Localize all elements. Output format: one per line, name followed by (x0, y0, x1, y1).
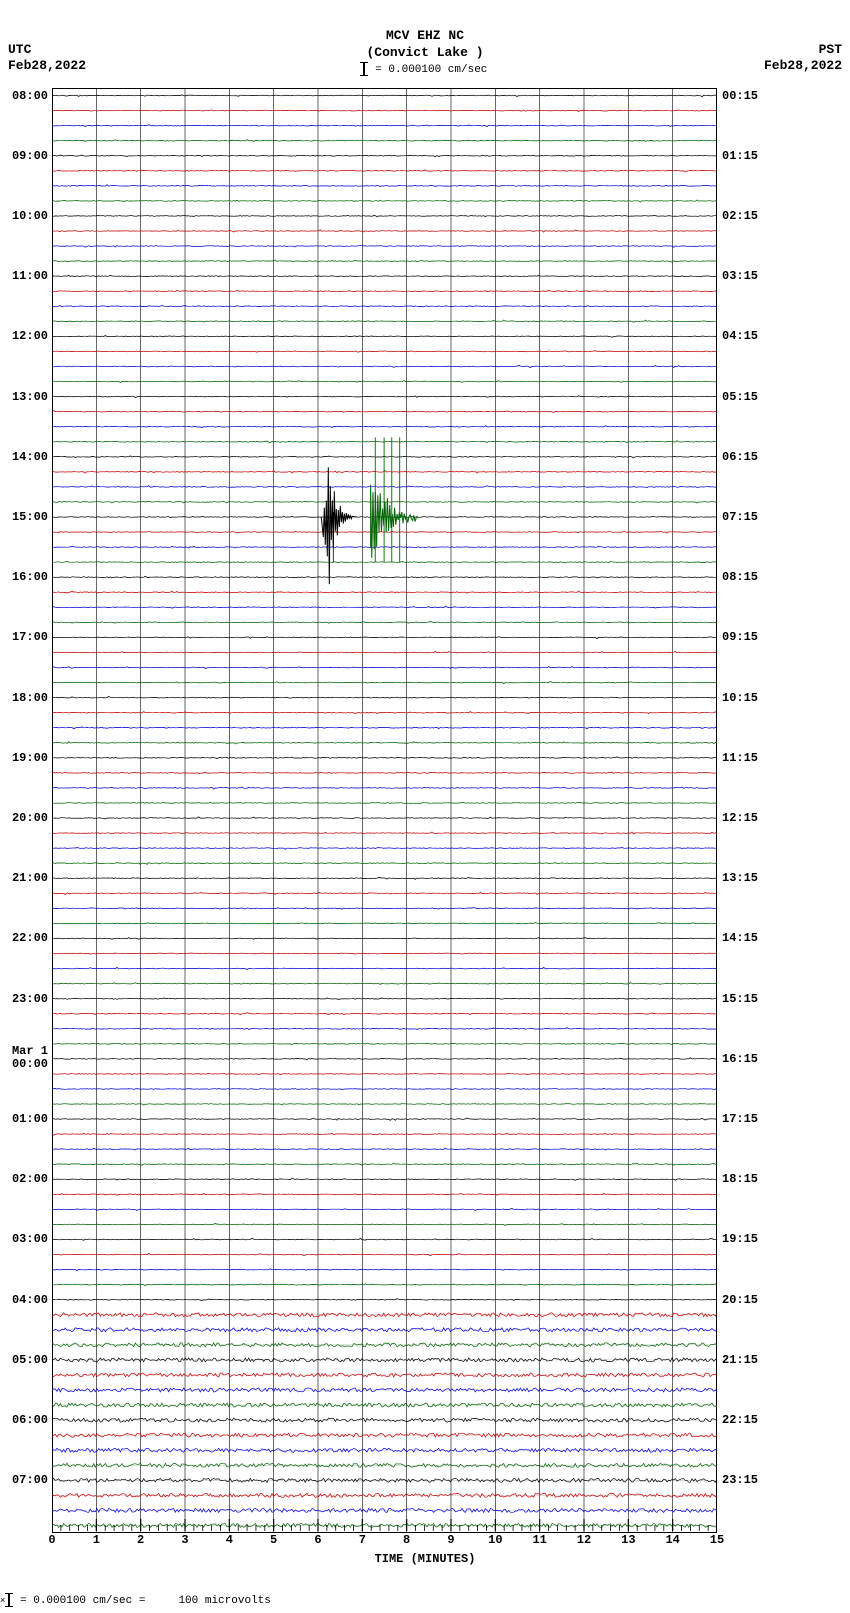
pst-hour-label: 03:15 (722, 269, 758, 283)
x-tick-label: 10 (488, 1533, 502, 1547)
utc-hour-label: 20:00 (12, 811, 48, 825)
utc-hour-label: 07:00 (12, 1473, 48, 1487)
x-tick-label: 2 (137, 1533, 144, 1547)
tz-left-code: UTC (8, 42, 86, 58)
utc-hour-label: 12:00 (12, 329, 48, 343)
x-tick-label: 11 (532, 1533, 546, 1547)
x-tick-label: 8 (403, 1533, 410, 1547)
scale-indicator-bottom: × = 0.000100 cm/sec = 100 microvolts (0, 1593, 271, 1607)
utc-hour-label: 13:00 (12, 390, 48, 404)
pst-hour-label: 00:15 (722, 89, 758, 103)
x-tick-label: 5 (270, 1533, 277, 1547)
utc-hour-label: 05:00 (12, 1353, 48, 1367)
utc-hour-label: 18:00 (12, 691, 48, 705)
utc-hour-label: 23:00 (12, 992, 48, 1006)
utc-hour-label: 16:00 (12, 570, 48, 584)
x-tick-label: 12 (577, 1533, 591, 1547)
pst-hour-label: 22:15 (722, 1413, 758, 1427)
scale-bar-icon (8, 1593, 10, 1607)
pst-hour-label: 12:15 (722, 811, 758, 825)
utc-hour-label: 15:00 (12, 510, 48, 524)
utc-date-rollover: Mar 100:00 (12, 1045, 48, 1071)
x-tick-label: 6 (314, 1533, 321, 1547)
chart-header: MCV EHZ NC (Convict Lake ) (0, 28, 850, 62)
x-axis-ticks: 0123456789101112131415 (52, 1533, 717, 1551)
scale-text: = 0.000100 cm/sec (375, 64, 487, 76)
utc-hour-label: 21:00 (12, 871, 48, 885)
y-axis-right-labels: 00:15 01:15 02:15 03:15 04:15 05:15 06:15 07:15… (720, 88, 780, 1533)
x-tick-label: 0 (48, 1533, 55, 1547)
pst-hour-label: 08:15 (722, 570, 758, 584)
pst-hour-label: 19:15 (722, 1232, 758, 1246)
x-tick-label: 3 (181, 1533, 188, 1547)
utc-hour-label: 04:00 (12, 1293, 48, 1307)
pst-hour-label: 09:15 (722, 630, 758, 644)
x-tick-label: 4 (226, 1533, 233, 1547)
pst-hour-label: 10:15 (722, 691, 758, 705)
pst-hour-label: 13:15 (722, 871, 758, 885)
x-axis-label: TIME (MINUTES) (0, 1552, 850, 1566)
utc-hour-label: 14:00 (12, 450, 48, 464)
x-tick-label: 15 (710, 1533, 724, 1547)
pst-hour-label: 07:15 (722, 510, 758, 524)
utc-hour-label: 08:00 (12, 89, 48, 103)
x-tick-label: 1 (93, 1533, 100, 1547)
tz-right-code: PST (764, 42, 842, 58)
station-location: (Convict Lake ) (0, 45, 850, 62)
pst-hour-label: 15:15 (722, 992, 758, 1006)
footer-scale-right: 100 microvolts (178, 1595, 270, 1607)
x-tick-label: 7 (359, 1533, 366, 1547)
utc-hour-label: 10:00 (12, 209, 48, 223)
y-axis-left-labels: 08:00 09:00 10:00 11:00 12:00 13:00 14:00 15:00… (0, 88, 50, 1533)
scale-bar-icon (363, 62, 365, 76)
utc-hour-label: 22:00 (12, 931, 48, 945)
x-tick-label: 9 (447, 1533, 454, 1547)
pst-hour-label: 14:15 (722, 931, 758, 945)
utc-hour-label: 09:00 (12, 149, 48, 163)
pst-hour-label: 21:15 (722, 1353, 758, 1367)
utc-hour-label: 17:00 (12, 630, 48, 644)
utc-hour-label: 11:00 (12, 269, 48, 283)
pst-hour-label: 06:15 (722, 450, 758, 464)
pst-hour-label: 17:15 (722, 1112, 758, 1126)
utc-hour-label: 19:00 (12, 751, 48, 765)
utc-hour-label: 06:00 (12, 1413, 48, 1427)
pst-hour-label: 16:15 (722, 1052, 758, 1066)
pst-hour-label: 18:15 (722, 1172, 758, 1186)
footer-scale-left: = 0.000100 cm/sec = (20, 1595, 145, 1607)
pst-hour-label: 23:15 (722, 1473, 758, 1487)
utc-hour-label: 02:00 (12, 1172, 48, 1186)
seismogram-chart (52, 88, 717, 1533)
x-tick-label: 13 (621, 1533, 635, 1547)
pst-hour-label: 04:15 (722, 329, 758, 343)
utc-hour-label: 03:00 (12, 1232, 48, 1246)
station-code: MCV EHZ NC (0, 28, 850, 45)
utc-hour-label: 01:00 (12, 1112, 48, 1126)
pst-hour-label: 05:15 (722, 390, 758, 404)
x-tick-label: 14 (665, 1533, 679, 1547)
pst-hour-label: 02:15 (722, 209, 758, 223)
pst-hour-label: 20:15 (722, 1293, 758, 1307)
scale-indicator-top: = 0.000100 cm/sec (0, 62, 850, 76)
pst-hour-label: 01:15 (722, 149, 758, 163)
pst-hour-label: 11:15 (722, 751, 758, 765)
